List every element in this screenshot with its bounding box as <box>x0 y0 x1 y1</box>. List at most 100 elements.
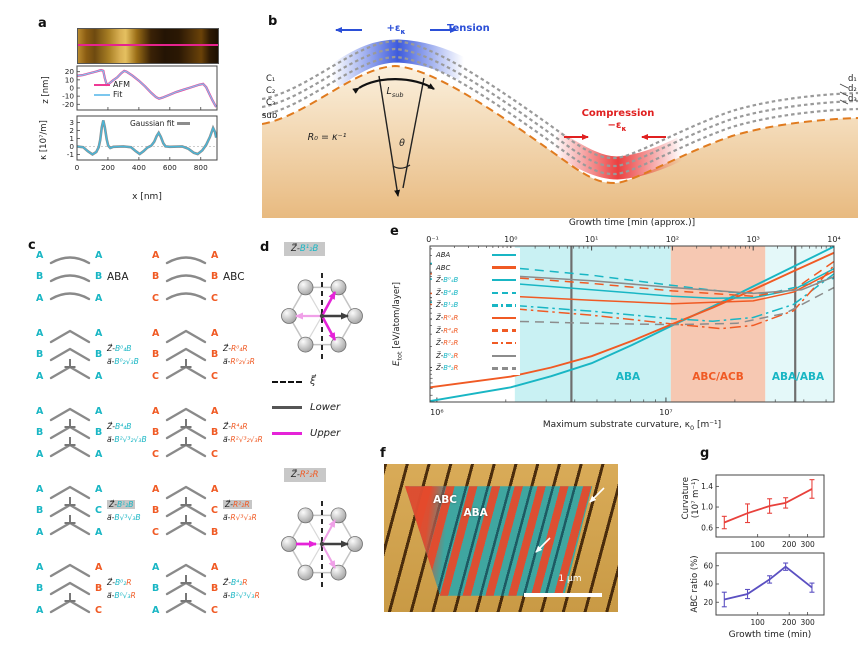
transformation-label: a⃗-B⁰₂√₃B <box>107 357 148 366</box>
layer-glyph <box>165 292 207 301</box>
arrow-annotation-2 <box>535 537 551 553</box>
layer-label-c3: C₃ <box>266 98 276 108</box>
label-segment: B⁴₄B <box>443 288 459 297</box>
energy-curvature-chart: 10⁻¹10⁰10¹10²10³10⁴10⁻³10⁻⁴10⁶10⁷ABAABC/… <box>426 235 841 417</box>
atom <box>281 536 297 552</box>
chart-legend: ABA ABC Z⃗-B⁰₄B Z⃗-B⁴₄B Z⃗-B¹₂B Z⃗-R⁰₄R Z⃗-R⁴₄… <box>432 248 520 376</box>
layer-glyph <box>165 274 207 283</box>
radius-label: R₀ = κ⁻¹ <box>307 132 347 143</box>
fit-label: Fit <box>113 90 123 99</box>
afm-label: AFM <box>113 80 130 89</box>
legend-line-sample <box>492 304 516 307</box>
data-line <box>723 488 813 524</box>
curvature-vs-time-chart: 0.6 1.0 1.4 100 200 300 <box>701 474 825 549</box>
lsub-arc-arrow <box>352 78 435 94</box>
transformation-label: Z⃗-B⁰₂R <box>107 578 148 587</box>
tick-label: 60 <box>703 561 713 570</box>
label-segment: R²₂R <box>299 470 319 480</box>
stacking-letter: A <box>95 370 103 382</box>
stacking-letter: A <box>36 250 44 261</box>
layer-glyphs <box>49 563 91 614</box>
aba-domain-label: ABA <box>463 506 488 519</box>
x-rest: [m⁻¹] <box>694 420 722 430</box>
label-segment: a⃗- <box>223 591 231 600</box>
gaussian-fit-legend: Gaussian fit <box>130 119 191 128</box>
label-segment: Z⃗- <box>436 313 444 322</box>
energy-curve-ABA <box>430 246 834 402</box>
stacking-letter: C <box>152 526 159 538</box>
substrate-label: sub <box>262 111 278 121</box>
stacking-block-8: A B C A C B Z⃗-R²₂R a⃗-R√³√₃R <box>152 482 264 540</box>
label-segment: R <box>130 591 136 600</box>
panel-g-label: g <box>700 446 710 461</box>
layer-glyph <box>165 425 207 440</box>
legend-label: Z⃗-R²₂R <box>436 339 458 347</box>
plot-frame <box>76 115 218 161</box>
label-segment: R <box>126 577 132 587</box>
stacking-letter: A <box>95 406 103 417</box>
arrow-annotation-1 <box>589 487 605 503</box>
pink-vector-arrow <box>321 519 336 545</box>
legend-item: Z⃗-B⁴₄B <box>436 289 516 297</box>
gaussian-fit-label: Gaussian fit <box>130 119 175 128</box>
stacking-letter: A <box>152 484 160 495</box>
abc-ratio-ylabel: ABC ratio (%) <box>690 555 700 613</box>
atom <box>347 536 363 552</box>
x-axis-label: x [nm] <box>132 192 162 202</box>
energy-curve-Z-R22R <box>430 264 834 330</box>
burgers-box-top: Z⃗-B¹₂B <box>284 242 326 256</box>
legend-line-sample <box>492 266 516 269</box>
curvature-line <box>76 120 217 156</box>
label-segment: B²√³√₃ <box>230 591 255 600</box>
label-segment: R⁰₂√₃R <box>230 357 255 366</box>
layer-glyph <box>49 581 91 596</box>
tension-band <box>325 39 470 88</box>
tick-label: 100 <box>751 618 766 627</box>
label-segment: B¹₂B <box>443 301 459 310</box>
transformation-label: a⃗-B√³√₃B <box>107 513 148 522</box>
label-segment: a⃗- <box>223 513 231 522</box>
legend-label: Z⃗-B⁰₂R <box>436 352 458 360</box>
data-line <box>724 565 813 601</box>
compression-label: Compression <box>581 108 655 119</box>
tick-label: 10¹ <box>585 235 598 244</box>
label-segment: Z⃗- <box>223 577 231 587</box>
abc-domain-label: ABC <box>433 493 457 506</box>
tick-label: 200 <box>101 163 115 172</box>
hexagon-diagram-top <box>281 273 363 360</box>
layer-glyph <box>49 365 91 380</box>
label-segment: Z⃗- <box>436 326 444 335</box>
stacking-letter: A <box>36 292 44 304</box>
layer-glyph <box>165 521 207 536</box>
tick-label: 10⁴ <box>827 235 840 244</box>
label-segment: R <box>242 577 248 587</box>
tick-label: 2 <box>69 126 74 135</box>
block-labels: ABC <box>223 271 264 283</box>
layer-glyph <box>49 425 91 440</box>
label-segment: a⃗- <box>107 513 115 522</box>
stacking-block-2: A B C A B C ABC <box>152 248 264 306</box>
legend-label: Z⃗-B⁴₄B <box>436 289 458 297</box>
atom <box>330 507 347 524</box>
legend-line-sample <box>492 341 516 345</box>
panel-d: d Z⃗-B¹₂B ξ⃗ Lower Upper Z⃗-R²₂R <box>260 238 384 652</box>
legend-label: Z⃗-R⁰₄R <box>436 314 458 322</box>
legend-item: ABC <box>436 264 516 272</box>
label-segment: B⁴₂ <box>443 364 454 373</box>
gaussian-swatch <box>177 122 191 125</box>
stacking-letter: C <box>211 370 218 382</box>
label-segment: B⁴₄B <box>114 421 132 431</box>
stacking-letter: C <box>152 370 159 382</box>
energy-axis-label: Etot [eV/atom/layer] <box>392 259 404 389</box>
layer-glyph <box>165 581 207 596</box>
label-segment: R⁴₄R <box>443 326 459 335</box>
tick-label: 10² <box>666 235 679 244</box>
layer-glyphs <box>49 485 91 536</box>
stacking-letter: A <box>36 328 44 339</box>
